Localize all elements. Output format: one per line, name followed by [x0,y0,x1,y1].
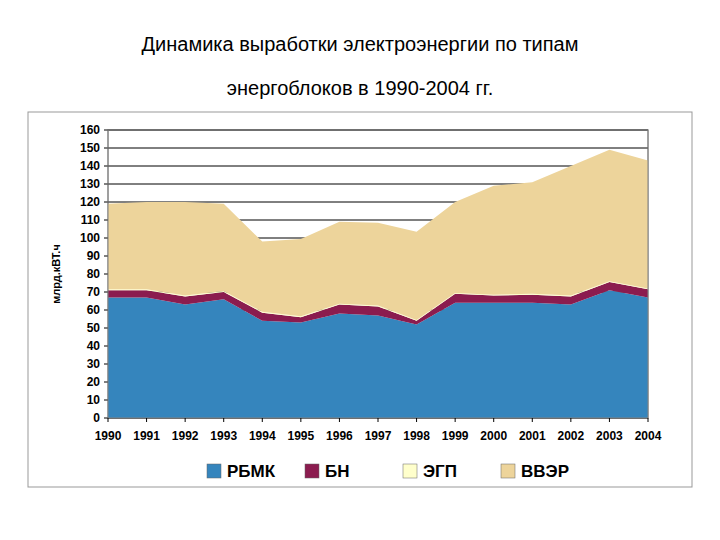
y-tick [104,346,108,347]
x-tick [532,418,533,422]
x-tick [108,418,109,422]
x-tick [185,418,186,422]
y-tick-label: 130 [80,177,100,191]
legend-swatch [501,464,515,478]
legend-label: РБМК [227,462,276,481]
legend-label: ВВЭР [521,462,569,481]
x-tick [339,418,340,422]
y-tick-label: 50 [87,321,101,335]
x-tick [146,418,147,422]
area [108,150,648,320]
chart: 0 10 20 30 40 50 60 70 80 90 100 110 120 130 140 150 160… [0,0,720,540]
y-tick-label: 90 [87,249,101,263]
y-tick-label: 160 [80,123,100,137]
x-tick-label: 1992 [172,429,199,443]
y-tick-label: 80 [87,267,101,281]
x-tick-label: 1990 [95,429,122,443]
x-tick-label: 1996 [326,429,353,443]
x-tick [648,418,649,422]
y-tick [104,364,108,365]
x-tick-label: 1999 [442,429,469,443]
y-tick [104,274,108,275]
legend-label: ЭГП [423,462,457,481]
y-tick [104,148,108,149]
x-tick [223,418,224,422]
y-tick [104,184,108,185]
grid-line [108,166,648,167]
grid-line [108,148,648,149]
y-tick [104,418,108,419]
y-tick-label: 20 [87,375,101,389]
x-tick [300,418,301,422]
y-tick-label: 120 [80,195,100,209]
y-tick [104,382,108,383]
x-tick [262,418,263,422]
y-tick-label: 0 [93,411,100,425]
x-tick-label: 2003 [596,429,623,443]
y-tick-label: 30 [87,357,101,371]
y-tick [104,292,108,293]
x-tick [455,418,456,422]
y-tick [104,166,108,167]
x-tick-label: 2001 [519,429,546,443]
legend-swatch [207,464,221,478]
legend-swatch [305,464,319,478]
y-tick-label: 10 [87,393,101,407]
plot-area [108,130,648,418]
y-tick [104,256,108,257]
y-tick-label: 150 [80,141,100,155]
x-tick [570,418,571,422]
y-tick [104,220,108,221]
x-tick [609,418,610,422]
y-tick [104,400,108,401]
x-tick-label: 1997 [365,429,392,443]
y-tick-label: 110 [81,213,101,227]
title: Динамика выработки электроэнергии по тип… [120,22,600,110]
y-tick-label: 70 [87,285,101,299]
x-tick-label: 2000 [480,429,507,443]
x-tick-label: 1993 [210,429,237,443]
legend-label: БН [325,462,350,481]
y-tick [104,130,108,131]
x-tick-label: 1995 [288,429,315,443]
x-tick [416,418,417,422]
x-tick-label: 1998 [403,429,430,443]
y-tick [104,202,108,203]
y-tick-label: 140 [80,159,100,173]
chart-frame [28,112,692,487]
legend-swatch [403,464,417,478]
y-tick [104,238,108,239]
y-tick-label: 40 [87,339,101,353]
x-tick [378,418,379,422]
x-tick [493,418,494,422]
y-tick-label: 60 [87,303,101,317]
plot-border [108,130,648,418]
areas [108,150,648,418]
y-tick-label: 100 [80,231,100,245]
y-tick [104,310,108,311]
x-tick-label: 1991 [133,429,160,443]
x-tick-label: 2004 [635,429,662,443]
x-tick-label: 1994 [249,429,276,443]
x-tick-label: 2002 [558,429,585,443]
y-axis-label: млрд.кВТ.ч [50,244,62,304]
y-tick [104,328,108,329]
